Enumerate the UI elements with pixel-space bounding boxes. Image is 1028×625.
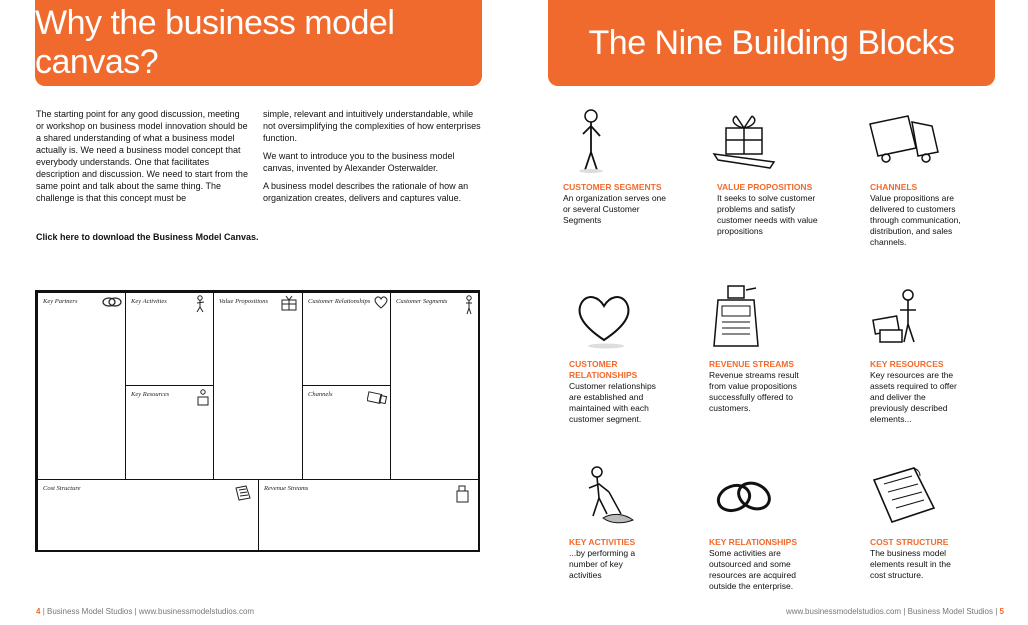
canvas-label: Value Propositions [219, 298, 269, 305]
footer-text: | Business Model Studios | www.businessm… [42, 607, 255, 616]
canvas-cell-cost-structure: Cost Structure [37, 479, 259, 552]
canvas-label: Cost Structure [43, 485, 81, 492]
block-desc-customer-relationships: Customer relationships are established a… [569, 381, 656, 424]
cash-register-icon [713, 285, 759, 347]
intro-paragraph: The starting point for any good discussi… [36, 109, 248, 203]
worker-digging-icon [588, 466, 635, 524]
intro-column-1: The starting point for any good discussi… [36, 108, 250, 210]
intro-column-2: simple, relevant and intuitively underst… [263, 108, 485, 210]
gift-icon [281, 295, 297, 311]
canvas-cell-key-activities: Key Activities [125, 292, 214, 386]
block-title-cost-structure: COST STRUCTURE [870, 537, 949, 547]
canvas-label: Customer Relationships [308, 298, 371, 305]
truck-icon [367, 391, 388, 405]
canvas-cell-key-partners: Key Partners [37, 292, 126, 480]
block-desc-key-resources: Key resources are the assets required to… [870, 370, 957, 424]
block-desc-revenue-streams: Revenue streams result from value propos… [709, 370, 799, 413]
truck-icon [869, 115, 939, 163]
block-title-revenue-streams: REVENUE STREAMS [709, 359, 795, 369]
worker-boxes-icon [197, 389, 209, 406]
chain-links-icon [716, 481, 771, 513]
block-title-channels: CHANNELS [870, 182, 918, 192]
block-title-key-relationships: KEY RELATIONSHIPS [709, 537, 798, 547]
block-desc-key-relationships: Some activities are outsourced and some … [709, 548, 796, 591]
canvas-label: Key Resources [131, 391, 170, 398]
right-page-footer: www.businessmodelstudios.com | Business … [786, 607, 1004, 616]
canvas-label: Key Activities [131, 298, 167, 305]
block-title-key-resources: KEY RESOURCES [870, 359, 944, 369]
page-number: 4 [36, 607, 41, 616]
business-model-canvas: Key Partners Key Activities Key Resource… [35, 290, 480, 552]
canvas-cell-channels: Channels [302, 385, 391, 480]
document-icon [872, 467, 936, 523]
heart-icon [374, 296, 388, 309]
intro-paragraph: We want to introduce you to the business… [263, 151, 455, 173]
left-page-title: Why the business model canvas? [35, 0, 482, 86]
block-desc-channels: Value propositions are delivered to cust… [870, 193, 961, 247]
canvas-cell-revenue-streams: Revenue Streams [258, 479, 480, 552]
block-title-value-propositions: VALUE PROPOSITIONS [717, 182, 813, 192]
block-title-customer-segments: CUSTOMER SEGMENTS [563, 182, 662, 192]
block-desc-value-propositions: It seeks to solve customer problems and … [717, 193, 818, 236]
chain-links-icon [102, 297, 122, 307]
canvas-label: Key Partners [43, 298, 78, 305]
canvas-label: Channels [308, 391, 333, 398]
intro-paragraph: A business model describes the rationale… [263, 181, 469, 203]
block-desc-key-activities: ...by performing a number of key activit… [569, 548, 636, 580]
canvas-label: Customer Segments [396, 298, 448, 305]
canvas-cell-customer-segments: Customer Segments [390, 292, 480, 480]
page-number: 5 [999, 607, 1004, 616]
canvas-cell-customer-relationships: Customer Relationships [302, 292, 391, 386]
intro-paragraph: simple, relevant and intuitively underst… [263, 109, 481, 143]
block-desc-customer-segments: An organization serves one or several Cu… [563, 193, 667, 225]
block-title-key-activities: KEY ACTIVITIES [569, 537, 636, 547]
canvas-cell-key-resources: Key Resources [125, 385, 214, 480]
worker-icon [196, 295, 205, 313]
gift-icon [712, 115, 776, 169]
document-icon [235, 485, 251, 501]
block-title-customer-relationships: CUSTOMER RELATIONSHIPS [569, 359, 638, 380]
footer-text: www.businessmodelstudios.com | Business … [785, 607, 998, 616]
left-page-footer: 4 | Business Model Studios | www.busines… [36, 607, 254, 616]
person-icon [466, 295, 472, 315]
canvas-cell-value-propositions: Value Propositions [213, 292, 303, 480]
worker-boxes-icon [872, 289, 916, 343]
heart-icon [578, 296, 630, 349]
cash-register-icon [456, 485, 469, 503]
person-icon [579, 109, 603, 173]
block-desc-cost-structure: The business model elements result in th… [870, 548, 951, 580]
download-canvas-link[interactable]: Click here to download the Business Mode… [36, 232, 259, 242]
canvas-label: Revenue Streams [264, 485, 309, 492]
right-page-title: The Nine Building Blocks [548, 0, 995, 86]
